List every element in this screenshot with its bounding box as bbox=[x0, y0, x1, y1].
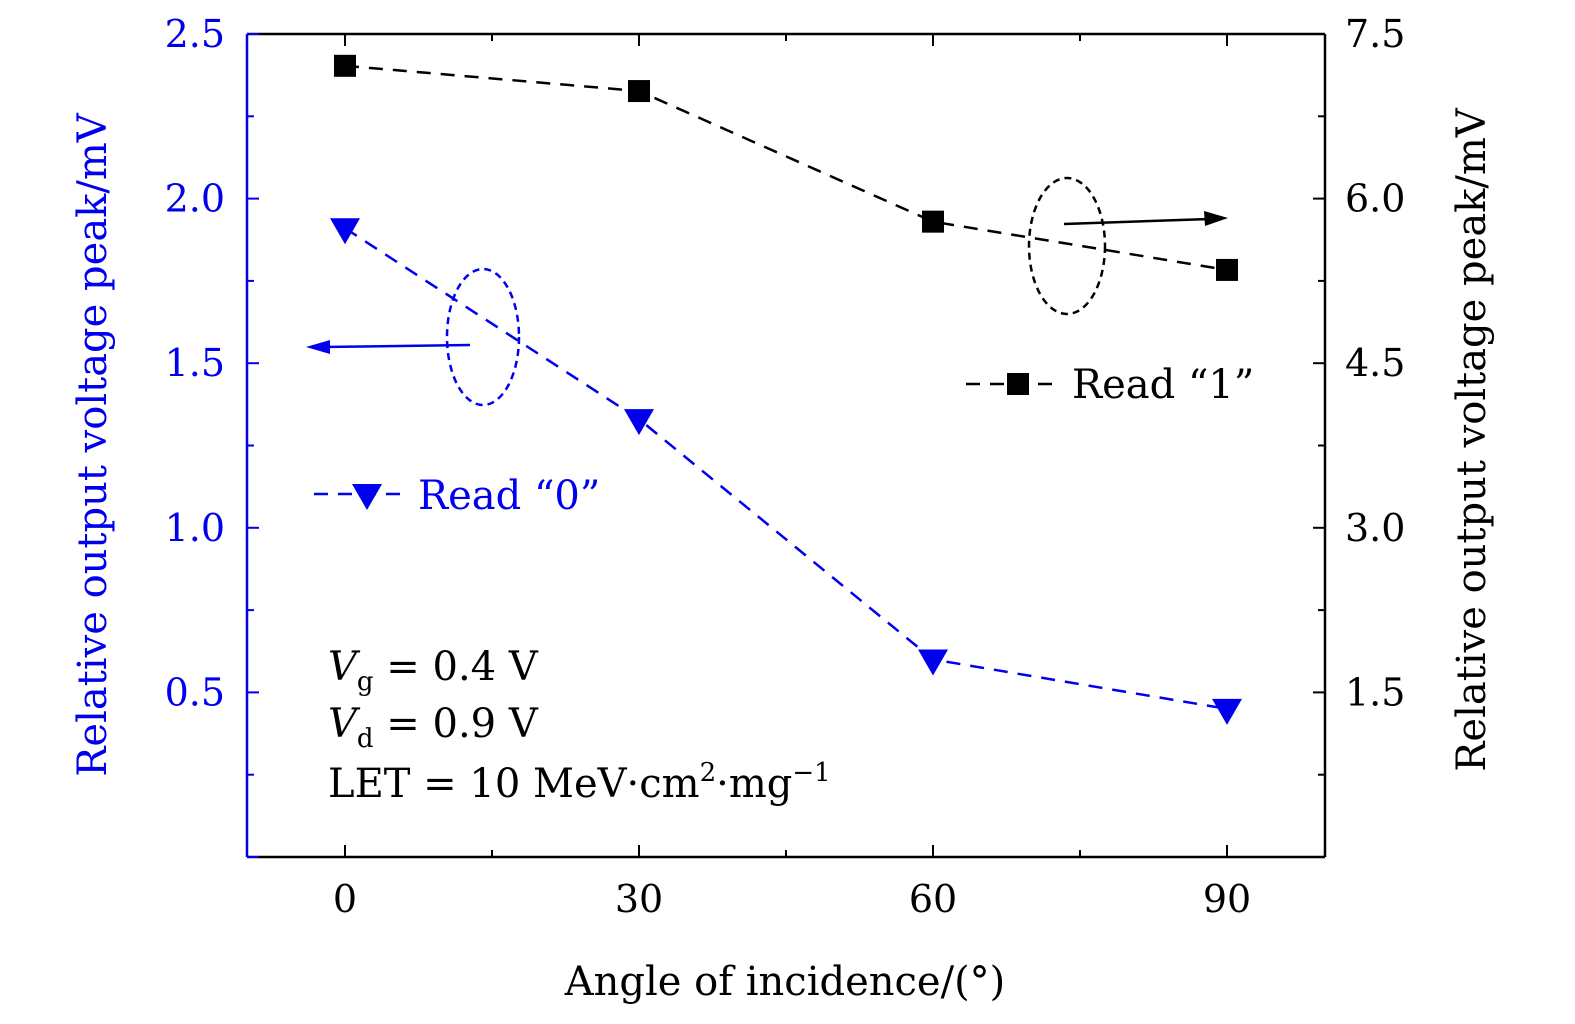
x-tick-label: 30 bbox=[615, 877, 663, 921]
x-tick-label: 90 bbox=[1203, 877, 1251, 921]
annotation-vg-var: V bbox=[328, 644, 361, 690]
right-y-tick-label: 3.0 bbox=[1345, 506, 1405, 550]
annotation-vd: Vd = 0.9 V bbox=[328, 701, 539, 754]
legend-read1-label: Read “1” bbox=[1072, 362, 1254, 408]
data-point-read0 bbox=[918, 649, 948, 676]
read0-callout-ellipse bbox=[445, 267, 521, 407]
read1-callout-arrow bbox=[1063, 217, 1211, 226]
right-y-axis-title: Relative output voltage peak/mV bbox=[1449, 107, 1495, 772]
x-axis-title: Angle of incidence/(°) bbox=[564, 959, 1006, 1005]
annotation-let-sup1: 2 bbox=[700, 758, 717, 788]
right-y-tick-label: 1.5 bbox=[1345, 670, 1405, 714]
series-layer bbox=[330, 54, 1242, 725]
data-point-read0 bbox=[1212, 698, 1242, 725]
right-y-tick-label: 6.0 bbox=[1345, 177, 1405, 221]
legend-read0-marker bbox=[352, 484, 382, 510]
series-line-read1 bbox=[344, 64, 1228, 272]
annotation-vg-rest: = 0.4 V bbox=[374, 644, 539, 690]
left-y-axis-title: Relative output voltage peak/mV bbox=[70, 112, 116, 777]
data-point-read1 bbox=[628, 80, 650, 103]
legend-read0: Read “0” bbox=[314, 473, 600, 519]
annotation-let-mid: ·mg bbox=[716, 761, 792, 807]
legend-read1: Read “1” bbox=[966, 362, 1254, 408]
annotation-vg-sub: g bbox=[357, 667, 374, 697]
data-point-read1 bbox=[1216, 258, 1238, 281]
annotation-let-sup2: −1 bbox=[792, 758, 830, 788]
series-line-read0 bbox=[344, 227, 1228, 711]
left-y-tick-label: 0.5 bbox=[165, 670, 225, 714]
data-point-read1 bbox=[922, 210, 944, 233]
annotation-let-main: LET = 10 MeV·cm bbox=[328, 761, 700, 807]
annotation-vg: Vg = 0.4 V bbox=[328, 644, 539, 697]
right-y-tick-label: 7.5 bbox=[1345, 12, 1405, 56]
data-point-read0 bbox=[624, 409, 654, 436]
tick-labels: 0 30 60 90 0.5 1.0 1.5 2.0 2.5 1.5 3.0 4.5 6.0 7.5 bbox=[165, 12, 1406, 921]
data-point-read0 bbox=[330, 218, 360, 245]
annotation-vd-var: V bbox=[328, 701, 361, 747]
left-y-tick-label: 2.5 bbox=[165, 12, 225, 56]
left-y-tick-label: 1.0 bbox=[165, 506, 225, 550]
annotation-vd-sub: d bbox=[357, 724, 374, 754]
legend-read0-label: Read “0” bbox=[418, 473, 600, 519]
right-y-tick-label: 4.5 bbox=[1345, 341, 1405, 385]
read0-callout-arrow bbox=[321, 343, 471, 349]
axis-ticks bbox=[247, 33, 1325, 858]
read1-callout-ellipse bbox=[1027, 176, 1107, 316]
annotation-vd-rest: = 0.9 V bbox=[374, 701, 539, 747]
x-tick-label: 0 bbox=[333, 877, 357, 921]
legend-read1-marker bbox=[1007, 373, 1029, 395]
left-y-tick-label: 2.0 bbox=[165, 177, 225, 221]
data-point-read1 bbox=[334, 54, 356, 77]
read1-arrow-head bbox=[1204, 211, 1228, 226]
annotation-let: LET = 10 MeV·cm2·mg−1 bbox=[328, 758, 831, 807]
x-tick-label: 60 bbox=[909, 877, 957, 921]
read0-arrow-head bbox=[306, 340, 330, 354]
left-y-tick-label: 1.5 bbox=[165, 341, 225, 385]
